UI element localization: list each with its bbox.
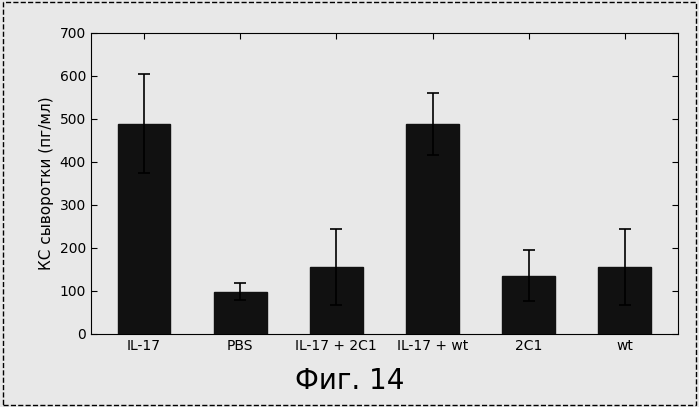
Bar — [117, 124, 171, 334]
Text: Фиг. 14: Фиг. 14 — [295, 367, 404, 395]
Y-axis label: КС сыворотки (пг/мл): КС сыворотки (пг/мл) — [39, 96, 54, 270]
Bar — [310, 267, 363, 334]
Bar — [598, 267, 651, 334]
Bar — [406, 124, 459, 334]
Bar — [503, 276, 555, 334]
Bar — [214, 291, 266, 334]
